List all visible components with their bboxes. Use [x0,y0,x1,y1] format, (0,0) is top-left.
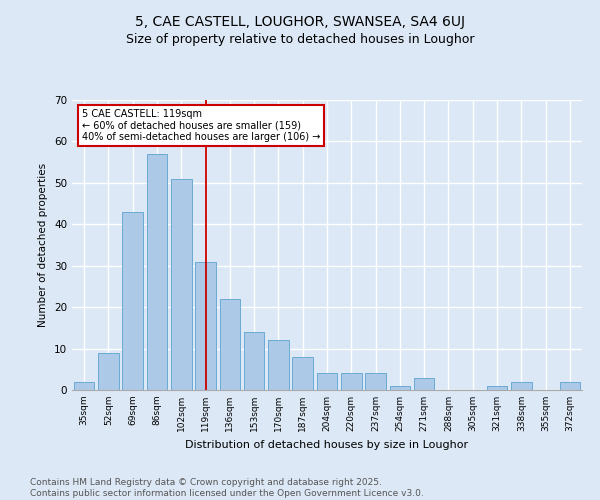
Bar [365,374,386,390]
Bar [389,386,410,390]
Bar [292,357,313,390]
Bar [317,374,337,390]
Bar [511,382,532,390]
Bar [195,262,216,390]
X-axis label: Distribution of detached houses by size in Loughor: Distribution of detached houses by size … [185,440,469,450]
Bar [414,378,434,390]
Bar [171,178,191,390]
Text: 5, CAE CASTELL, LOUGHOR, SWANSEA, SA4 6UJ: 5, CAE CASTELL, LOUGHOR, SWANSEA, SA4 6U… [135,15,465,29]
Text: 5 CAE CASTELL: 119sqm
← 60% of detached houses are smaller (159)
40% of semi-det: 5 CAE CASTELL: 119sqm ← 60% of detached … [82,108,320,142]
Bar [122,212,143,390]
Bar [244,332,265,390]
Text: Contains HM Land Registry data © Crown copyright and database right 2025.
Contai: Contains HM Land Registry data © Crown c… [30,478,424,498]
Bar [98,352,119,390]
Bar [220,299,240,390]
Bar [268,340,289,390]
Bar [341,374,362,390]
Text: Size of property relative to detached houses in Loughor: Size of property relative to detached ho… [126,32,474,46]
Bar [146,154,167,390]
Bar [487,386,508,390]
Bar [560,382,580,390]
Y-axis label: Number of detached properties: Number of detached properties [38,163,49,327]
Bar [74,382,94,390]
